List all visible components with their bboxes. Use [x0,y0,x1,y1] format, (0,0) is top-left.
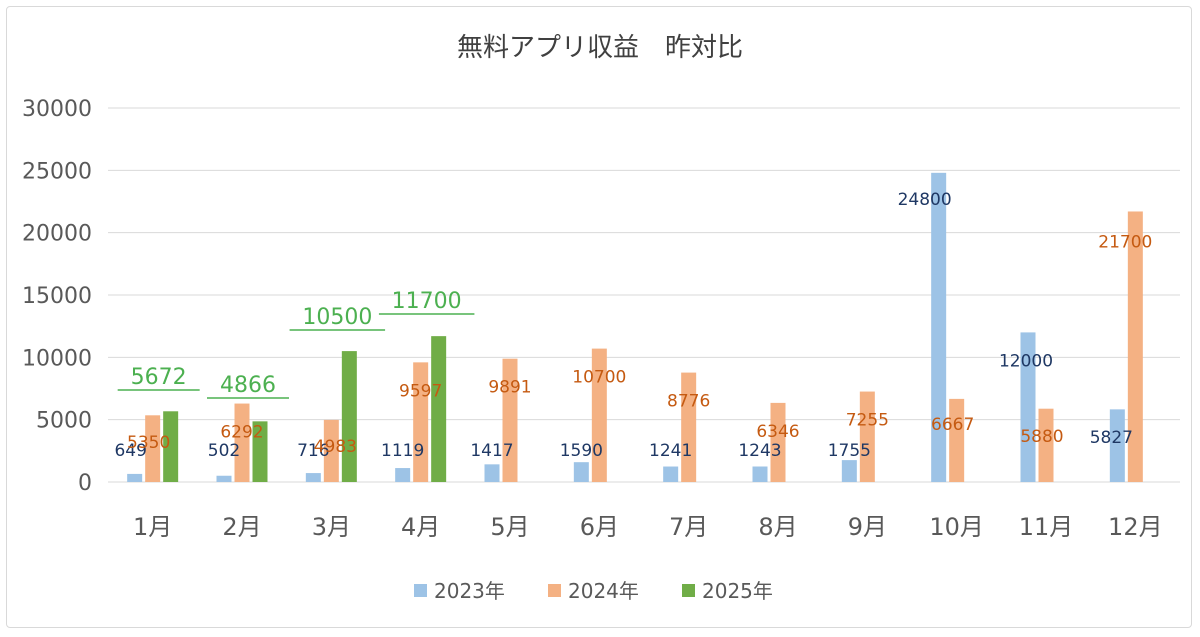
data-label-2025年-4月: 11700 [392,289,462,314]
bar-2023年-9月 [841,460,857,482]
data-label-2024年-3月: 4983 [314,437,357,457]
data-label-2024年-5月: 9891 [488,378,531,398]
bar-2024年-4月 [413,362,429,482]
legend-label-2023年: 2023年 [434,579,505,603]
chart-frame [6,6,1192,628]
x-tick-label: 11月 [1019,513,1074,541]
x-tick-label: 2月 [222,513,261,541]
data-label-2024年-8月: 6346 [756,422,799,442]
legend-swatch-2023年 [414,584,427,597]
data-label-2024年-4月: 9597 [399,381,442,401]
data-label-2023年-5月: 1417 [470,441,513,461]
bar-2025年-2月 [252,421,268,482]
data-label-2023年-6月: 1590 [560,441,603,461]
x-tick-label: 5月 [490,513,529,541]
x-tick-label: 10月 [929,513,984,541]
bar-2025年-3月 [341,351,357,482]
data-label-2023年-3月: 716 [297,441,329,461]
bar-2023年-5月 [484,464,500,482]
bar-2023年-6月 [573,462,589,482]
x-tick-label: 8月 [758,513,797,541]
data-label-2024年-2月: 6292 [220,423,263,443]
data-label-2025年-1月: 5672 [131,365,187,390]
bar-2025年-1月 [163,411,179,482]
data-label-2024年-10月: 6667 [931,415,974,435]
bar-2023年-12月 [1109,409,1125,482]
data-label-2023年-7月: 1241 [649,441,692,461]
legend-swatch-2025年 [682,584,695,597]
x-tick-label: 3月 [312,513,351,541]
bar-2024年-8月 [770,402,786,482]
y-tick-label: 5000 [36,409,92,434]
bar-2024年-1月 [145,415,161,482]
bar-2024年-7月 [681,372,697,482]
bar-2023年-7月 [663,466,679,482]
x-tick-label: 12月 [1108,513,1163,541]
bar-2024年-11月 [1038,408,1054,482]
bar-2024年-12月 [1127,211,1143,482]
y-tick-label: 25000 [22,159,92,184]
data-label-2023年-1月: 649 [114,441,146,461]
y-tick-label: 0 [78,471,92,496]
legend-swatch-2024年 [548,584,561,597]
bar-2023年-3月 [305,473,321,482]
bar-2025年-4月 [431,336,447,482]
data-label-2023年-12月: 5827 [1090,428,1133,448]
x-tick-label: 7月 [669,513,708,541]
bar-layer [127,172,1143,482]
legend-label-2024年: 2024年 [568,579,639,603]
legend-label-2025年: 2025年 [702,579,773,603]
y-tick-label: 15000 [22,284,92,309]
x-tick-label: 9月 [848,513,887,541]
data-label-2023年-4月: 1119 [381,441,424,461]
x-tick-label: 6月 [580,513,619,541]
y-tick-label: 20000 [22,222,92,247]
data-label-2025年-2月: 4866 [220,373,276,398]
y-tick-label: 30000 [22,97,92,122]
data-label-2024年-1月: 5350 [127,433,170,453]
bar-2023年-11月 [1020,332,1036,482]
bar-2023年-2月 [216,475,232,482]
x-tick-label: 4月 [401,513,440,541]
data-label-2023年-8月: 1243 [738,441,781,461]
data-label-2023年-9月: 1755 [828,441,871,461]
data-label-2023年-11月: 12000 [999,351,1053,371]
y-tick-label: 10000 [22,346,92,371]
data-label-2024年-12月: 21700 [1098,232,1152,252]
data-label-2024年-9月: 7255 [846,411,889,431]
y-axis-ticks: 0 5000 10000 15000 20000 25000 30000 [22,97,92,496]
data-label-2024年-11月: 5880 [1020,427,1063,447]
bar-2023年-10月 [931,172,947,482]
data-label-2024年-7月: 8776 [667,392,710,412]
legend: 2023年 2024年 2025年 [414,579,773,603]
data-label-2024年-6月: 10700 [572,368,626,388]
bar-2023年-4月 [395,468,411,482]
bar-2024年-2月 [234,403,250,482]
bar-2024年-6月 [591,348,607,482]
bar-2024年-5月 [502,358,518,482]
data-label-2023年-2月: 502 [208,441,240,461]
x-tick-label: 1月 [133,513,172,541]
grid-layer [108,107,1180,483]
data-label-2023年-10月: 24800 [898,190,952,210]
chart-title: 無料アプリ収益 昨対比 [457,33,743,63]
data-label-2025年-3月: 10500 [302,305,372,330]
bar-2024年-3月 [323,419,339,482]
bar-2023年-1月 [127,473,143,482]
x-axis-ticks: 1月 2月 3月 4月 5月 6月 7月 8月 9月 10月 11月 12月 [133,513,1163,541]
bar-2024年-10月 [949,398,965,482]
bar-2024年-9月 [859,391,875,482]
bar-2023年-8月 [752,466,768,482]
